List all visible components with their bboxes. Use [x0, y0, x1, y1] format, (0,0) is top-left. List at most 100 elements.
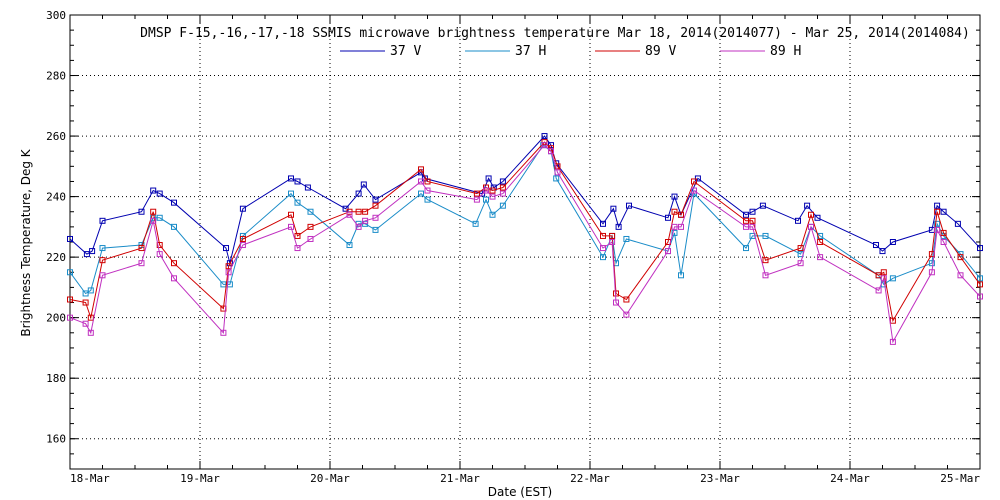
data-point: [626, 202, 632, 209]
data-point: [889, 317, 896, 324]
data-point: [609, 232, 616, 239]
data-point: [239, 242, 246, 249]
x-tick-label: 24-Mar: [830, 472, 870, 485]
y-axis-title: Brightness Temperature, Deg K: [19, 148, 33, 336]
data-point: [483, 187, 489, 194]
data-point: [171, 199, 177, 206]
data-point: [473, 190, 480, 197]
data-point: [678, 211, 684, 218]
data-point: [671, 208, 678, 215]
data-point: [67, 296, 73, 303]
data-point: [156, 242, 163, 249]
data-point: [934, 208, 941, 215]
data-point: [67, 314, 73, 321]
data-point: [613, 299, 619, 306]
data-point: [889, 239, 896, 245]
data-point: [489, 211, 496, 218]
data-point: [150, 214, 157, 221]
data-point: [548, 148, 554, 155]
plot-frame: [69, 14, 981, 470]
data-point: [804, 202, 811, 209]
data-point: [362, 217, 369, 224]
data-point: [225, 269, 232, 276]
data-point: [671, 193, 678, 200]
data-point: [156, 190, 163, 197]
data-point: [749, 223, 756, 230]
data-point: [220, 329, 227, 336]
data-point: [797, 260, 804, 267]
data-point: [889, 275, 896, 282]
data-point: [99, 217, 106, 224]
data-point: [87, 329, 94, 336]
y-tick-label: 160: [46, 433, 66, 446]
data-point: [940, 229, 947, 236]
data-point: [691, 178, 697, 185]
data-point: [691, 187, 697, 194]
data-point: [541, 142, 548, 149]
data-point: [879, 248, 886, 255]
data-point: [239, 205, 246, 212]
data-point: [156, 251, 163, 258]
data-point: [362, 208, 369, 215]
data-point: [150, 208, 157, 215]
data-point: [749, 217, 756, 224]
series-line: [69, 141, 981, 323]
data-point: [957, 272, 964, 279]
data-point: [489, 187, 496, 194]
grid: [70, 15, 980, 469]
data-point: [307, 223, 314, 230]
y-tick-label: 180: [46, 372, 66, 385]
data-point: [288, 211, 294, 218]
data-point: [307, 235, 314, 242]
data-point: [288, 175, 294, 182]
data-point: [499, 202, 506, 209]
data-point: [150, 217, 157, 224]
data-point: [225, 263, 232, 270]
data-point: [489, 193, 496, 200]
data-point: [418, 190, 424, 197]
data-point: [67, 269, 73, 276]
legend-label: 37 H: [515, 44, 546, 59]
data-point: [954, 220, 961, 227]
data-point: [372, 226, 379, 233]
data-point: [554, 169, 561, 176]
data-point: [600, 245, 606, 252]
data-point: [623, 311, 630, 318]
series-line: [69, 144, 981, 344]
data-point: [889, 338, 896, 345]
data-point: [150, 187, 157, 194]
data-point: [372, 214, 379, 221]
data-point: [418, 178, 424, 185]
data-point: [499, 184, 506, 191]
data-point: [355, 190, 362, 197]
data-point: [797, 245, 804, 252]
data-point: [762, 257, 769, 264]
data-point: [424, 178, 431, 185]
y-tick-label: 240: [46, 191, 66, 204]
data-point: [294, 178, 301, 185]
data-point: [82, 320, 89, 327]
data-point: [346, 211, 353, 218]
data-point: [694, 175, 701, 182]
data-point: [499, 190, 506, 197]
data-point: [808, 223, 814, 230]
data-point: [678, 223, 684, 230]
data-point: [553, 175, 560, 182]
x-tick-label: 20-Mar: [310, 472, 350, 485]
data-point: [342, 205, 349, 212]
data-point: [87, 287, 94, 294]
data-point: [554, 163, 561, 170]
data-point: [89, 248, 96, 255]
data-point: [138, 260, 145, 267]
data-point: [762, 272, 769, 279]
y-tick-label: 200: [46, 312, 66, 325]
data-point: [977, 275, 983, 282]
data-point: [138, 208, 145, 215]
data-point: [817, 239, 824, 245]
data-point: [372, 196, 379, 203]
data-point: [372, 202, 379, 209]
data-point: [743, 223, 749, 230]
data-point: [615, 223, 622, 230]
data-point: [623, 296, 630, 303]
data-point: [934, 202, 941, 209]
